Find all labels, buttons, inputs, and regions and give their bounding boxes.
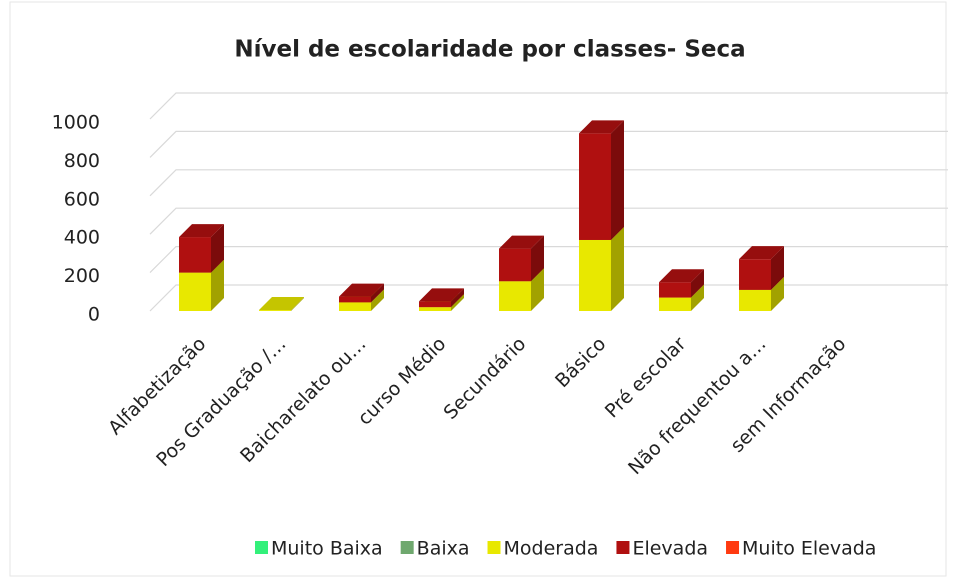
- bar-side: [211, 259, 224, 311]
- bar-side: [211, 224, 224, 273]
- bar-side: [611, 120, 624, 240]
- chart-title: Nível de escolaridade por classes- Seca: [234, 37, 745, 63]
- bar-segment: [259, 297, 304, 311]
- bar-front: [499, 281, 531, 311]
- bar-segment: [659, 269, 704, 298]
- bar-top: [419, 288, 464, 302]
- bar-front: [739, 259, 771, 290]
- grid-line: [149, 169, 948, 197]
- bar-top: [739, 246, 784, 260]
- bar-top: [659, 269, 704, 283]
- bar-front: [259, 310, 291, 311]
- bar-side: [771, 246, 784, 290]
- bar-side: [451, 288, 464, 308]
- legend-swatch: [616, 541, 630, 554]
- bar-segment: [339, 283, 384, 303]
- bar-side: [611, 226, 624, 311]
- legend-label: Elevada: [632, 538, 708, 560]
- bar-top: [339, 283, 384, 297]
- legend-label: Muito Baixa: [271, 538, 383, 560]
- legend-swatch: [255, 541, 268, 554]
- y-tick-label: 0: [88, 304, 100, 326]
- y-tick-label: 800: [64, 150, 100, 172]
- y-tick-label: 600: [64, 188, 100, 210]
- bar-side: [531, 235, 544, 282]
- bar-front: [499, 248, 531, 282]
- legend-swatch: [400, 541, 414, 554]
- grid-line: [149, 246, 948, 274]
- bar-side: [451, 294, 464, 311]
- bar-side: [371, 283, 384, 303]
- bar-segment: [499, 235, 544, 282]
- bar-front: [659, 282, 691, 298]
- bar-segment: [739, 246, 784, 290]
- legend-label: Baixa: [417, 538, 470, 560]
- bar-front: [419, 307, 451, 311]
- bar-front: [659, 297, 691, 311]
- bar-side: [291, 297, 304, 311]
- bar-front: [179, 272, 211, 311]
- bar-top: [499, 235, 544, 249]
- grid-line: [149, 130, 948, 158]
- bar-segment: [579, 120, 624, 240]
- legend-swatch: [487, 541, 501, 554]
- bar-top: [179, 224, 224, 238]
- bar-side: [691, 269, 704, 298]
- bar-front: [579, 239, 611, 311]
- bar-front: [579, 133, 611, 240]
- legend-label: Muito Elevada: [742, 538, 876, 560]
- bar-segment: [419, 288, 464, 308]
- bar-side: [771, 276, 784, 311]
- y-tick-label: 1000: [52, 112, 100, 134]
- bar-segment: [179, 224, 224, 273]
- legend-label: Moderada: [504, 538, 599, 560]
- legend-swatch: [726, 541, 740, 554]
- bar-side: [531, 268, 544, 311]
- grid-line: [149, 207, 948, 235]
- bar-top: [579, 120, 624, 134]
- bar-front: [339, 296, 371, 303]
- bar-side: [691, 284, 704, 311]
- bar-top: [259, 297, 304, 311]
- bar-front: [739, 289, 771, 311]
- y-tick-label: 200: [64, 265, 100, 287]
- bar-front: [419, 301, 451, 308]
- bar-front: [179, 237, 211, 273]
- bar-front: [339, 302, 371, 311]
- bar-side: [371, 289, 384, 311]
- y-tick-label: 400: [64, 227, 100, 249]
- grid-line: [149, 92, 948, 120]
- chart-frame: [9, 1, 947, 577]
